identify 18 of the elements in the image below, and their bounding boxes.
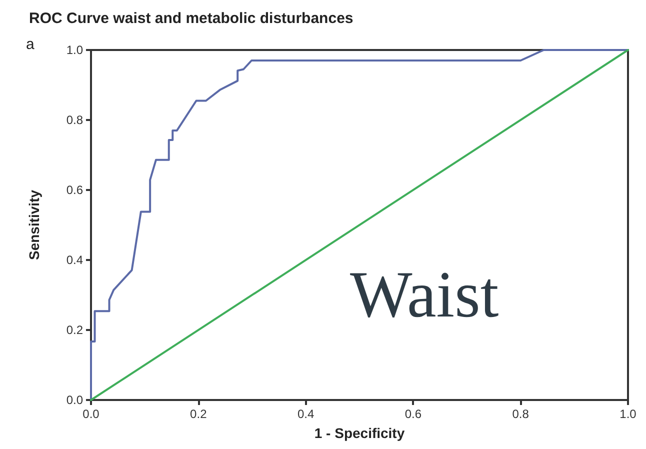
y-tick-label: 1.0 [66, 43, 84, 57]
y-tick-label: 0.6 [66, 183, 84, 197]
x-tick-label: 0.6 [404, 407, 422, 421]
x-tick-label: 0.4 [297, 407, 314, 421]
y-tick-label: 0.8 [66, 113, 84, 127]
chart-title: ROC Curve waist and metabolic disturbances [29, 10, 354, 27]
x-tick-label: 0.2 [190, 407, 208, 421]
annotation: Waist [350, 258, 499, 332]
y-tick-label: 0.0 [66, 393, 84, 407]
y-tick-label: 0.2 [66, 323, 84, 337]
x-tick-label: 1.0 [620, 407, 637, 421]
x-axis-title: 1 - Specificity [314, 425, 405, 441]
x-tick-label: 0.0 [82, 407, 100, 421]
line-series [90, 49, 629, 401]
x-tick-label: 0.8 [512, 407, 530, 421]
y-axis-title: Sensitivity [26, 190, 42, 260]
text: a [26, 36, 35, 53]
y-tick-label: 0.4 [66, 253, 84, 267]
